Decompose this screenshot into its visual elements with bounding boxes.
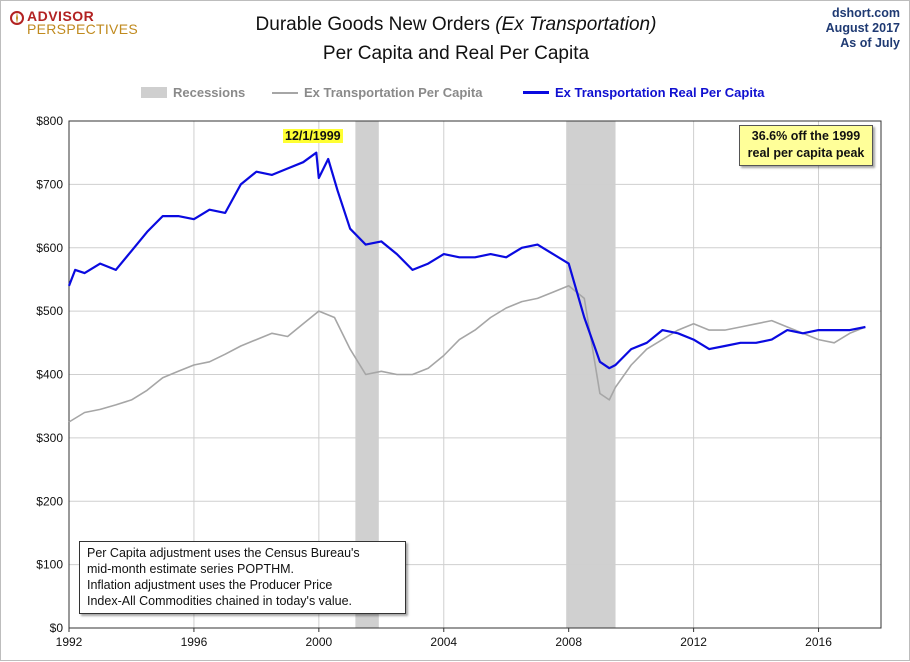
y-tick-label: $600 [36, 241, 63, 255]
callout-line2: real per capita peak [747, 146, 865, 160]
x-tick-label: 2004 [430, 635, 457, 649]
y-tick-label: $800 [36, 114, 63, 128]
advisor-perspectives-logo: ADVISOR PERSPECTIVES [9, 8, 139, 40]
x-tick-label: 2016 [805, 635, 832, 649]
chart-subtitle: Per Capita and Real Per Capita [322, 43, 590, 64]
peak-date-label: 12/1/1999 [283, 129, 343, 143]
logo-line2: PERSPECTIVES [27, 21, 138, 37]
chart-title-italic: (Ex Transportation) [495, 14, 657, 35]
legend-item-nominal: Ex Transportation Per Capita [272, 85, 482, 100]
y-tick-label: $100 [36, 558, 63, 572]
note-line1: Per Capita adjustment uses the Census Bu… [87, 546, 360, 560]
chart-title: Durable Goods New Orders (Ex Transportat… [141, 14, 771, 36]
x-tick-label: 1992 [56, 635, 83, 649]
source-info: dshort.com August 2017 As of July [826, 6, 900, 51]
logo-emblem-icon [10, 11, 24, 25]
chart-legend: Recessions Ex Transportation Per Capita … [1, 85, 910, 103]
legend-label-recessions: Recessions [173, 85, 246, 100]
y-tick-label: $0 [50, 621, 64, 635]
legend-label-nominal: Ex Transportation Per Capita [304, 85, 483, 100]
plot-border [68, 120, 882, 629]
methodology-note: Per Capita adjustment uses the Census Bu… [79, 541, 406, 614]
y-tick-label: $300 [36, 431, 63, 445]
logo-line1: ADVISOR [27, 8, 95, 24]
source-site: dshort.com [831, 6, 900, 20]
legend-item-recessions: Recessions [141, 85, 245, 100]
chart-title-main: Durable Goods New Orders [255, 14, 496, 35]
x-tick-label: 2012 [680, 635, 707, 649]
legend-label-real: Ex Transportation Real Per Capita [555, 85, 765, 100]
legend-swatch-recessions [141, 87, 167, 98]
x-tick-label: 1996 [181, 635, 208, 649]
series-line-real [67, 151, 866, 370]
y-tick-label: $500 [36, 304, 63, 318]
x-tick-label: 2008 [555, 635, 582, 649]
legend-swatch-nominal [272, 91, 298, 94]
series-line-nominal [68, 285, 866, 423]
legend-item-real: Ex Transportation Real Per Capita [523, 85, 765, 100]
callout-line1: 36.6% off the 1999 [751, 129, 861, 143]
peak-decline-callout: 36.6% off the 1999 real per capita peak [739, 125, 873, 166]
y-tick-label: $200 [36, 494, 63, 508]
note-line4: Index-All Commodities chained in today's… [87, 594, 353, 608]
note-line2: mid-month estimate series POPTHM. [87, 562, 294, 576]
note-line3: Inflation adjustment uses the Producer P… [87, 578, 333, 592]
y-tick-label: $700 [36, 177, 63, 191]
source-date: August 2017 [825, 21, 900, 35]
legend-swatch-real [523, 91, 549, 94]
x-tick-label: 2000 [305, 635, 332, 649]
y-tick-label: $400 [36, 368, 63, 382]
source-asof: As of July [840, 36, 900, 50]
